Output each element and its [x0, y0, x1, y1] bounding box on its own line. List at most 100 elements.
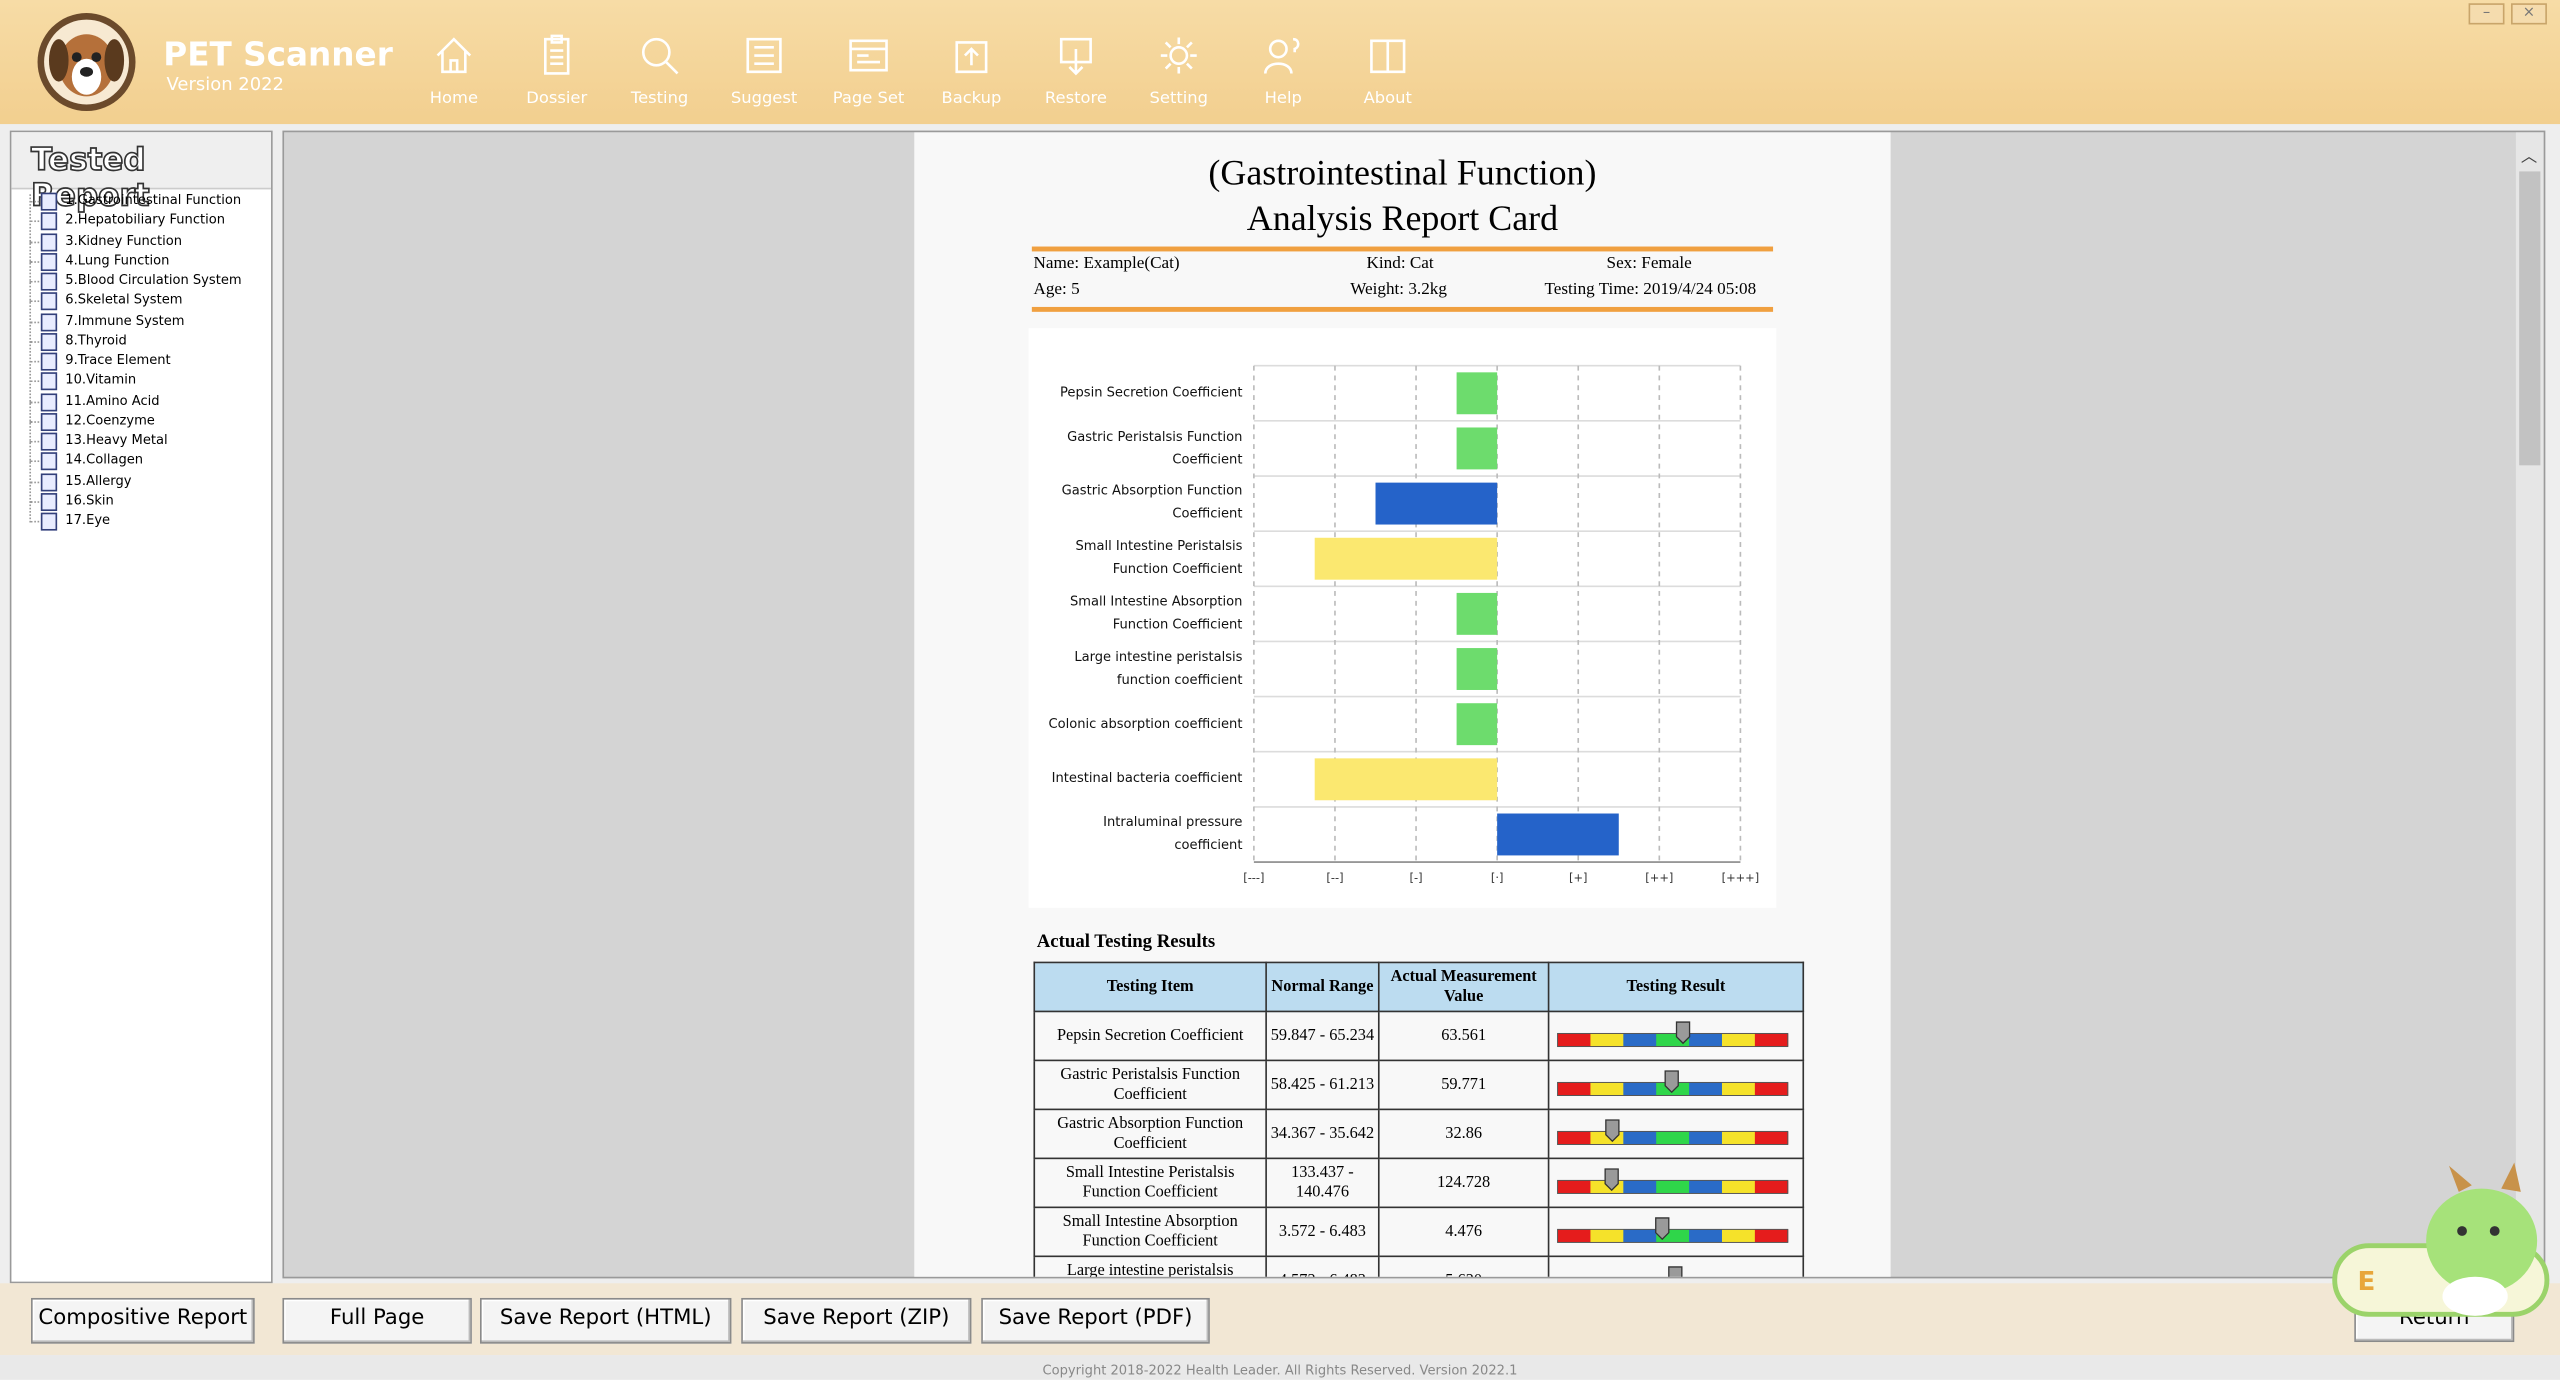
tree-connector — [29, 280, 40, 283]
gauge-outline — [1557, 1130, 1789, 1145]
tree-item-label: 2.Hepatobiliary Function — [65, 212, 226, 228]
tree-item[interactable]: 6.Skeletal System — [29, 291, 271, 311]
tree-connector — [29, 400, 40, 403]
toolbar-icon — [955, 41, 988, 74]
tree-item-label: 13.Heavy Metal — [65, 432, 168, 448]
tree-item[interactable]: 13.Heavy Metal — [29, 431, 271, 451]
icon-outline — [1370, 39, 1406, 74]
toolbar-label: Help — [1264, 89, 1302, 108]
tree-item[interactable]: 15.Allergy — [29, 471, 271, 491]
divider — [1031, 306, 1774, 312]
x-tick-label: [+] — [1569, 871, 1587, 885]
toolbar-icon — [1370, 39, 1406, 74]
tree-item-label: 10.Vitamin — [65, 372, 137, 388]
gauge-segment — [1721, 1081, 1756, 1095]
gauge-segment — [1689, 1130, 1723, 1144]
toolbar-icon — [849, 39, 888, 72]
x-tick-label: [+++] — [1722, 871, 1760, 885]
toolbar-button[interactable]: Page Set — [823, 29, 914, 114]
table-cell: 3.572 - 6.483 — [1265, 1206, 1380, 1258]
table-cell: Small Intestine Peristalsis Function Coe… — [1033, 1157, 1267, 1209]
table-cell: Gastric Peristalsis Function Coefficient — [1033, 1059, 1267, 1111]
tree-item[interactable]: 4.Lung Function — [29, 251, 271, 271]
document-icon — [40, 352, 58, 371]
minimize-button[interactable]: – — [2468, 3, 2505, 25]
gauge-outline — [1557, 1179, 1789, 1194]
tree-item[interactable]: 11.Amino Acid — [29, 391, 271, 411]
tree-item[interactable]: 9.Trace Element — [29, 351, 271, 371]
tree-item[interactable]: 10.Vitamin — [29, 371, 271, 391]
tree-item-label: 12.Coenzyme — [65, 412, 155, 428]
scroll-up-arrow[interactable]: ︿ — [2520, 148, 2538, 167]
result-gauge — [1557, 1118, 1789, 1145]
info-field: Age: 5 — [1033, 280, 1080, 299]
toolbar-button[interactable]: Help — [1238, 29, 1329, 114]
toolbar-button[interactable]: Restore — [1030, 29, 1121, 114]
tree-item-label: 6.Skeletal System — [65, 292, 183, 308]
tree-item-label: 17.Eye — [65, 512, 111, 528]
gauge-segment — [1754, 1032, 1789, 1046]
gauge-segment — [1623, 1130, 1657, 1144]
tree-connector — [29, 200, 40, 203]
report-button[interactable]: Save Report (HTML) — [479, 1297, 732, 1344]
toolbar-label: Restore — [1044, 89, 1107, 108]
gauge-segment — [1754, 1130, 1789, 1144]
table-cell: Small Intestine Absorption Function Coef… — [1033, 1206, 1267, 1258]
info-field: Testing Time: 2019/4/24 05:08 — [1544, 280, 1757, 299]
toolbar-button[interactable]: Setting — [1133, 29, 1224, 114]
tree-item[interactable]: 14.Collagen — [29, 451, 271, 471]
document-icon — [40, 512, 58, 531]
gauge-segment — [1721, 1228, 1756, 1242]
chart-panel: [---] [--] [-] [·] [+] [++] [+++] Pepsin Secret… — [1028, 328, 1777, 908]
tree-item[interactable]: 3.Kidney Function — [29, 231, 271, 251]
tree-item[interactable]: 1.Gastrointestinal Function — [29, 191, 271, 211]
tree-item[interactable]: 5.Blood Circulation System — [29, 271, 271, 291]
toolbar-button[interactable]: Home — [408, 29, 499, 114]
toolbar-label: Home — [429, 89, 478, 108]
report-button[interactable]: Save Report (ZIP) — [741, 1297, 972, 1344]
gauge-segment — [1623, 1278, 1656, 1279]
y-tick-label: Small Intestine Absorption Function Coef… — [1070, 594, 1243, 632]
result-gauge — [1557, 1216, 1789, 1243]
scrollbar[interactable]: ︿ — [2515, 132, 2544, 1277]
close-button[interactable]: × — [2511, 3, 2547, 25]
toolbar-label: Suggest — [730, 89, 798, 108]
tree-item[interactable]: 17.Eye — [29, 511, 271, 531]
tree-item[interactable]: 16.Skin — [29, 491, 271, 511]
document-icon — [40, 312, 58, 331]
tree-item[interactable]: 8.Thyroid — [29, 331, 271, 351]
gauge-segment — [1623, 1081, 1657, 1095]
report-button[interactable]: Full Page — [282, 1297, 472, 1344]
bar — [1456, 703, 1498, 746]
toolbar-button[interactable]: About — [1342, 29, 1433, 114]
toolbar-button[interactable]: Suggest — [718, 29, 809, 114]
top-bar — [0, 0, 2560, 125]
tree-item[interactable]: 2.Hepatobiliary Function — [29, 211, 271, 231]
toolbar-icon — [436, 37, 472, 74]
gauge-outline — [1558, 1278, 1788, 1279]
tree-item[interactable]: 12.Coenzyme — [29, 411, 271, 431]
toolbar-button[interactable]: Testing — [614, 29, 705, 114]
gauge-segment — [1656, 1278, 1689, 1279]
toolbar-button[interactable]: Dossier — [511, 29, 602, 114]
tree-connector — [29, 460, 40, 463]
toolbar-button[interactable]: Backup — [926, 29, 1017, 114]
table-row: Pepsin Secretion Coefficient 59.847 - 65.… — [1033, 1010, 1805, 1062]
icon-outline — [1263, 37, 1300, 74]
table-header-cell: Testing Item — [1033, 961, 1267, 1013]
gauge-segment — [1623, 1032, 1657, 1046]
x-tick-label: [++] — [1645, 871, 1673, 885]
report-button[interactable]: Save Report (PDF) — [981, 1297, 1210, 1344]
compositive-report-button[interactable]: Compositive Report — [31, 1297, 255, 1344]
table-row: Small Intestine Peristalsis Function Coe… — [1033, 1157, 1805, 1209]
result-gauge-cell — [1547, 1255, 1805, 1279]
app-version: Version 2022 — [166, 73, 285, 95]
toolbar-label: About — [1363, 89, 1412, 108]
info-field: Weight: 3.2kg — [1350, 280, 1447, 299]
tree-item[interactable]: 7.Immune System — [29, 311, 271, 331]
tree-item-label: 1.Gastrointestinal Function — [65, 192, 242, 208]
scroll-thumb[interactable] — [2519, 171, 2541, 466]
gauge-segment — [1721, 1032, 1756, 1046]
gauge-segment — [1590, 1081, 1624, 1095]
gauge-segment — [1656, 1130, 1690, 1144]
